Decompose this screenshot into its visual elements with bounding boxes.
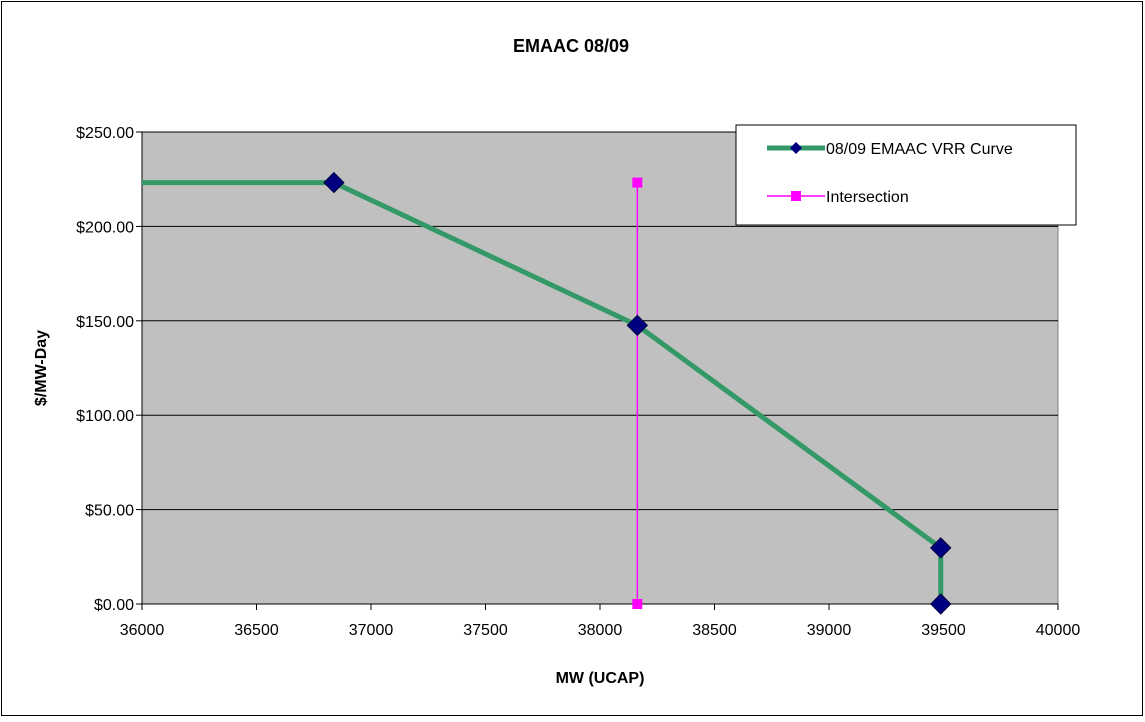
y-tick-label: $0.00 (94, 597, 134, 614)
legend-entry-vrr-curve: 08/09 EMAAC VRR Curve (767, 141, 1013, 158)
intersection-marker (632, 599, 643, 609)
legend-box (735, 124, 1077, 226)
x-tick-label: 40000 (1036, 622, 1081, 639)
y-tick-label: $250.00 (76, 125, 134, 142)
legend-swatch-vrr-marker (790, 142, 802, 154)
x-tick-label: 39000 (807, 622, 852, 639)
x-tick-label: 36500 (234, 622, 279, 639)
y-tick-label: $200.00 (76, 219, 134, 236)
x-tick-label: 37000 (349, 622, 394, 639)
x-tick-label: 39500 (921, 622, 966, 639)
series-layer (142, 171, 952, 615)
y-tick-label: $150.00 (76, 314, 134, 331)
legend: 08/09 EMAAC VRR Curve Intersection (735, 124, 1077, 226)
legend-label-vrr-curve: 08/09 EMAAC VRR Curve (826, 141, 1013, 158)
vrr-curve-marker (930, 537, 952, 559)
y-tick-label: $100.00 (76, 408, 134, 425)
y-axis-title: $/MW-Day (33, 330, 50, 406)
axes: $0.00 $50.00 $100.00 $150.00 $200.00 $250.00 3… (76, 125, 1080, 639)
vrr-curve-marker (930, 593, 952, 615)
x-tick-label: 38000 (578, 622, 623, 639)
intersection-marker (632, 177, 643, 188)
chart-title: EMAAC 08/09 (513, 36, 629, 56)
y-tick-label: $50.00 (85, 503, 134, 520)
x-tick-label: 36000 (120, 622, 165, 639)
legend-entry-intersection: Intersection (767, 189, 909, 206)
legend-swatch-intersection-marker (791, 191, 801, 201)
vrr-curve-marker (323, 171, 345, 194)
x-tick-label: 37500 (463, 622, 508, 639)
vrr-curve-marker (626, 314, 649, 337)
x-tick-label: 38500 (692, 622, 737, 639)
x-axis-title: MW (UCAP) (556, 670, 645, 687)
legend-label-intersection: Intersection (826, 189, 909, 206)
